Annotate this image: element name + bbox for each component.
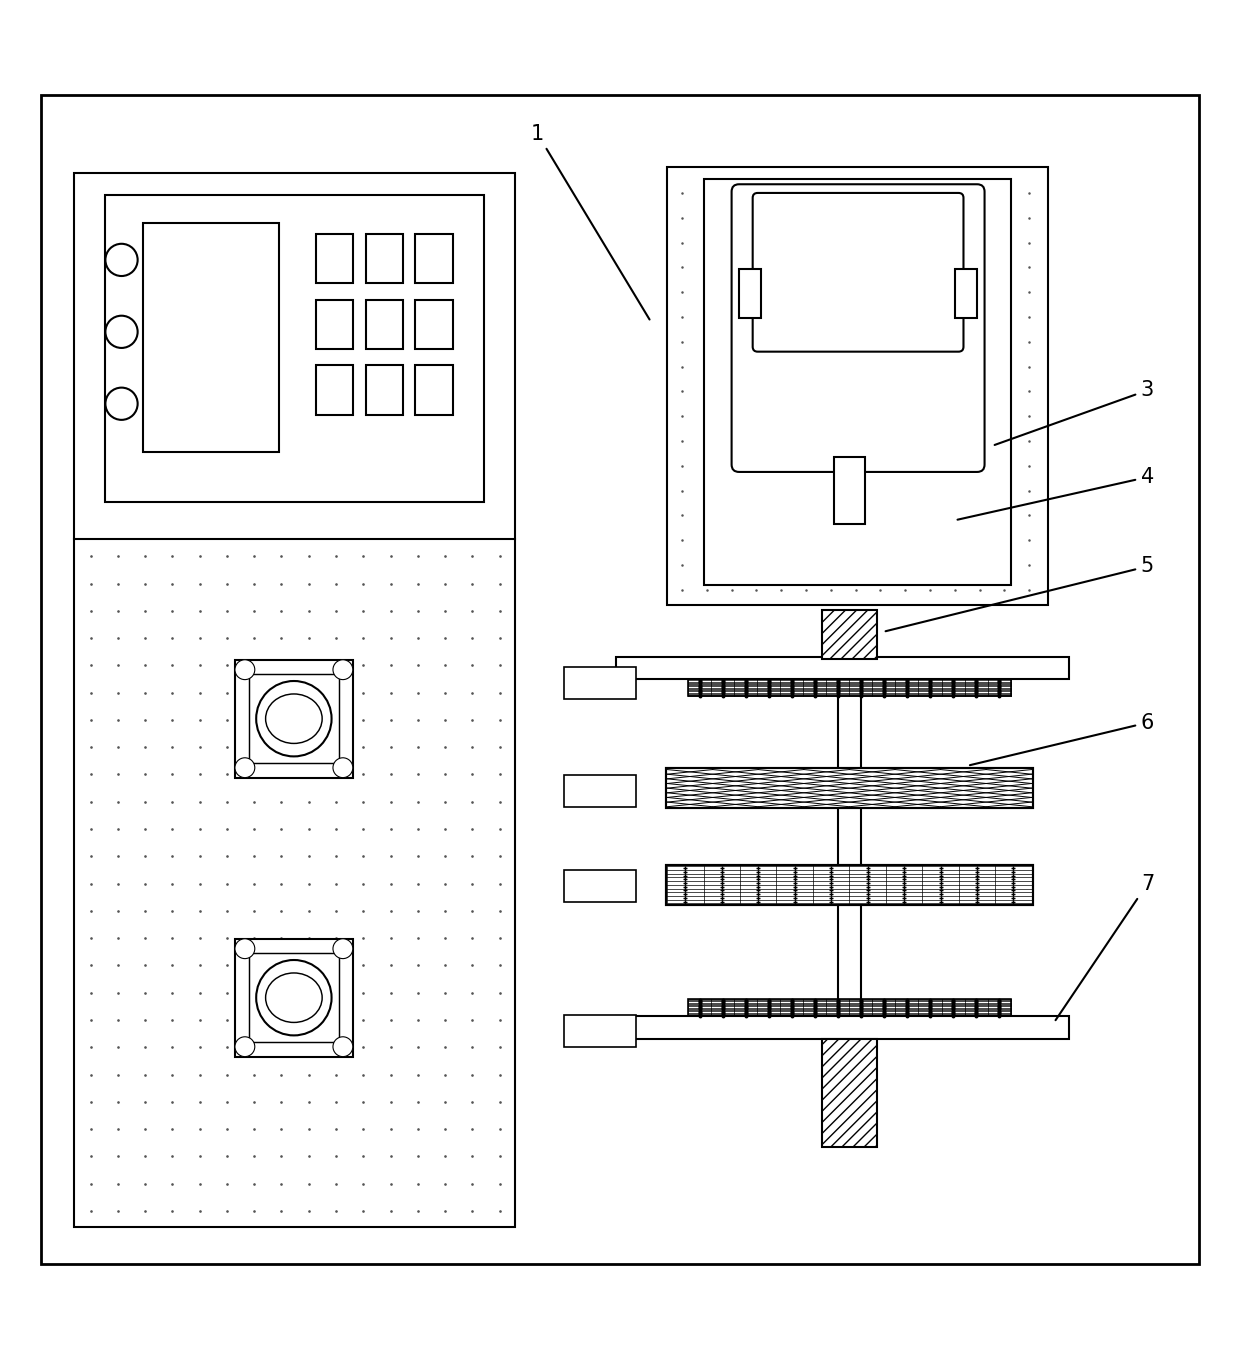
Circle shape <box>257 682 331 756</box>
Circle shape <box>234 758 254 778</box>
Circle shape <box>105 244 138 277</box>
Bar <box>316 300 353 349</box>
Circle shape <box>334 939 353 958</box>
Circle shape <box>234 1037 254 1056</box>
Circle shape <box>334 758 353 778</box>
Circle shape <box>105 316 138 348</box>
Bar <box>666 866 1033 905</box>
Bar <box>415 234 453 284</box>
Circle shape <box>334 1037 353 1056</box>
Bar <box>236 939 352 1056</box>
Bar <box>564 774 636 807</box>
Bar <box>143 222 279 453</box>
Bar <box>74 173 515 1227</box>
Circle shape <box>234 939 254 958</box>
Circle shape <box>105 387 138 420</box>
Bar <box>688 999 1011 1017</box>
Bar <box>667 166 1048 605</box>
Circle shape <box>257 960 331 1036</box>
Bar <box>666 769 1033 808</box>
Bar <box>316 365 353 414</box>
Bar <box>105 195 484 502</box>
Text: 6: 6 <box>970 713 1154 765</box>
Bar <box>822 1039 878 1146</box>
Bar <box>249 953 339 1043</box>
Circle shape <box>334 660 353 680</box>
Bar <box>366 234 403 284</box>
Bar <box>822 609 878 660</box>
Bar <box>564 667 636 699</box>
Bar <box>955 269 977 318</box>
Text: 5: 5 <box>885 556 1154 631</box>
FancyBboxPatch shape <box>753 194 963 352</box>
Ellipse shape <box>265 973 322 1022</box>
Bar <box>616 1017 1069 1039</box>
Bar <box>366 300 403 349</box>
Bar <box>666 769 1033 808</box>
Bar <box>366 365 403 414</box>
Bar <box>835 457 866 523</box>
Bar <box>564 1015 636 1047</box>
Bar <box>415 365 453 414</box>
Text: 4: 4 <box>957 468 1154 519</box>
Bar <box>666 866 1033 905</box>
Bar <box>564 870 636 902</box>
FancyBboxPatch shape <box>732 184 985 472</box>
Text: 7: 7 <box>1055 874 1154 1020</box>
Text: 3: 3 <box>994 380 1154 444</box>
Bar <box>616 657 1069 679</box>
Bar <box>739 269 761 318</box>
Bar <box>236 660 352 778</box>
Bar <box>704 180 1011 585</box>
Bar <box>316 234 353 284</box>
Bar <box>688 679 1011 696</box>
Text: 1: 1 <box>531 124 650 319</box>
Bar <box>415 300 453 349</box>
Bar <box>249 673 339 763</box>
Ellipse shape <box>265 694 322 743</box>
Circle shape <box>234 660 254 680</box>
